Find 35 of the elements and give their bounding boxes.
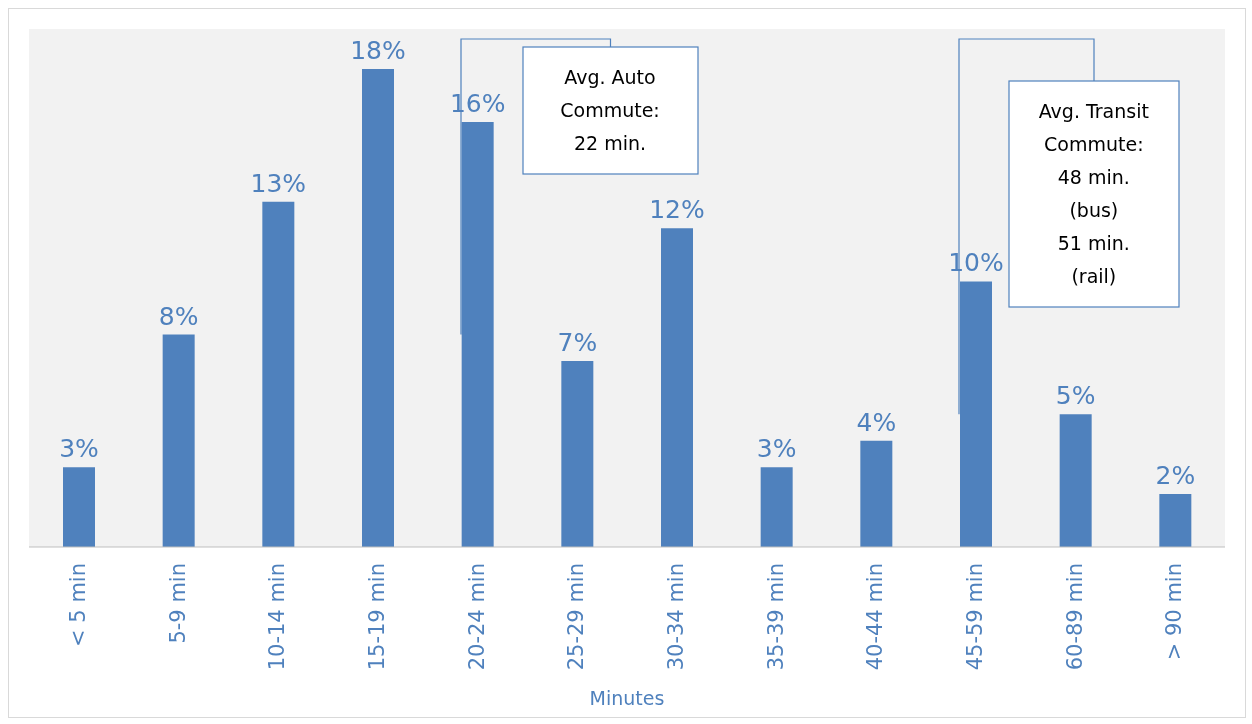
x-tick-label: 35-39 min bbox=[763, 563, 788, 671]
bar bbox=[1159, 493, 1192, 547]
x-tick-label: 10-14 min bbox=[265, 563, 290, 671]
bar bbox=[561, 361, 594, 547]
data-label: 5% bbox=[1055, 381, 1096, 411]
bar bbox=[661, 228, 693, 547]
bar bbox=[362, 69, 394, 547]
bar bbox=[262, 201, 295, 547]
bar bbox=[162, 334, 195, 547]
x-tick-label: 5-9 min bbox=[165, 563, 190, 644]
x-tick-label: < 5 min bbox=[65, 563, 90, 647]
x-tick-label: 40-44 min bbox=[863, 563, 888, 671]
x-tick-label: 30-34 min bbox=[663, 563, 688, 671]
data-label: 13% bbox=[250, 168, 307, 198]
x-tick-label: 45-59 min bbox=[962, 563, 987, 671]
x-tick-label: 20-24 min bbox=[464, 563, 489, 671]
bar bbox=[1059, 414, 1092, 547]
data-label: 2% bbox=[1155, 460, 1196, 490]
bar bbox=[760, 467, 793, 547]
data-label: 3% bbox=[59, 434, 99, 464]
bar bbox=[860, 440, 893, 547]
x-tick-label: 25-29 min bbox=[564, 563, 589, 671]
data-label: 18% bbox=[350, 36, 406, 65]
x-tick-label: 15-19 min bbox=[364, 563, 389, 671]
data-label: 8% bbox=[158, 301, 199, 331]
data-label: 4% bbox=[856, 407, 897, 437]
x-axis-title: Minutes bbox=[589, 687, 665, 709]
bar bbox=[461, 122, 494, 547]
bar bbox=[960, 281, 992, 547]
bar bbox=[63, 467, 95, 547]
data-label: 7% bbox=[557, 328, 598, 358]
data-label: 12% bbox=[649, 195, 705, 225]
data-label: 3% bbox=[756, 434, 797, 464]
x-tick-label: 60-89 min bbox=[1062, 563, 1087, 671]
x-tick-label: > 90 min bbox=[1162, 563, 1187, 661]
